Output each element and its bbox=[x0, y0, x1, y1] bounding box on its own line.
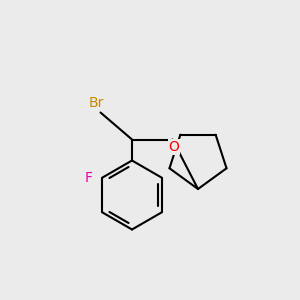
Text: F: F bbox=[85, 171, 93, 185]
Text: Br: Br bbox=[88, 96, 104, 110]
Text: O: O bbox=[169, 140, 179, 154]
